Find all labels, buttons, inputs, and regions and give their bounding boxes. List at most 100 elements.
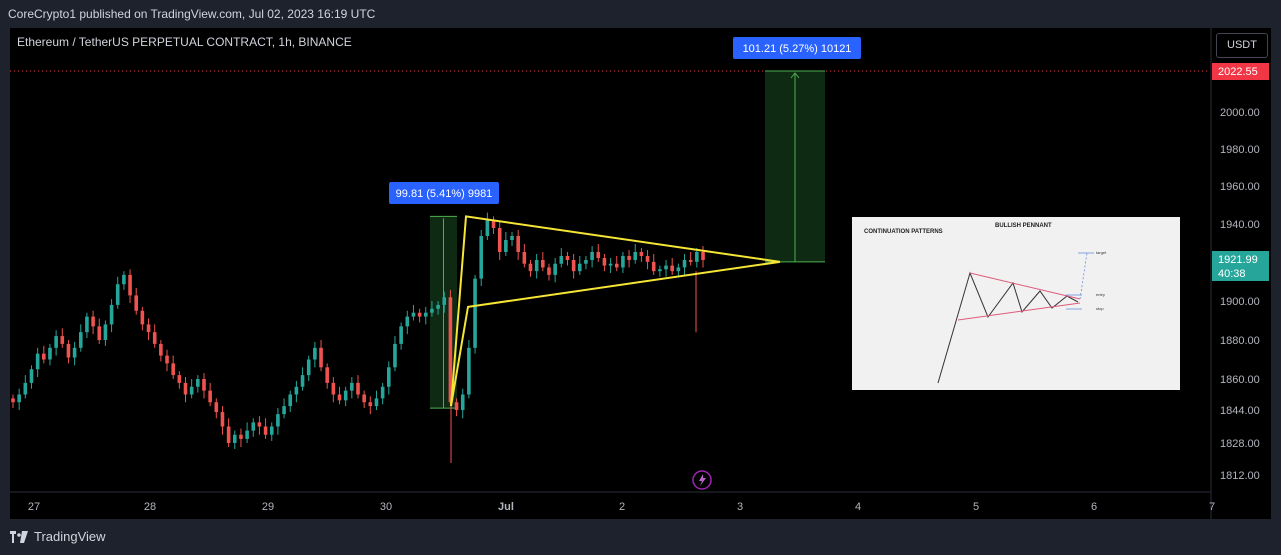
candle-body [313,347,317,360]
tradingview-logo[interactable]: TradingView [10,529,106,544]
candle-body [23,382,28,395]
candle-body [60,336,65,344]
candle-body [639,251,644,256]
candle-body [534,259,539,272]
measure-label-2: 101.21 (5.27%) 10121 [743,43,852,55]
candle-body [122,274,126,285]
y-tick-label: 1980.00 [1220,144,1260,156]
candle-body [602,257,607,266]
price-tag: 2022.55 [1218,66,1258,78]
candle-body [454,402,459,410]
candle-body [78,332,83,348]
y-tick-label: 1812.00 [1220,470,1260,482]
measure-label-1-bg [389,182,499,204]
candle-body [491,220,496,228]
candle-body [528,263,533,272]
candle-body [214,402,219,413]
candle-body [577,263,582,272]
y-tick-label: 1860.00 [1220,374,1260,386]
inset-label-stop: stop [1096,306,1104,311]
candle-body [282,406,286,415]
candle-body [522,251,527,264]
chart-canvas[interactable]: 2000.00 1980.00 1960.00 1940.00 1900.00 1880.… [10,28,1271,519]
inset-subtitle: BULLISH PENNANT [995,223,1052,229]
x-tick-label: Jul [498,501,514,513]
candle-body [103,324,108,340]
candle-body [651,261,656,272]
y-tick-label: 1960.00 [1220,181,1260,193]
candle-body [245,430,249,439]
y-tick-label: 1844.00 [1220,405,1260,417]
price-tag-bg [1212,63,1269,80]
candle-body [387,367,391,387]
candle-body [664,265,668,270]
candle-body [152,332,157,344]
candle-body [140,310,145,325]
candle-body [633,251,638,260]
candle-body [300,375,305,387]
candle-body [701,251,705,260]
publisher-text: CoreCrypto1 published on TradingView.com… [8,7,376,21]
candle-body [448,297,453,403]
candle-body [66,343,71,358]
inset-card [852,217,1180,390]
currency-button[interactable]: USDT [1216,33,1268,58]
candle-body [11,398,15,403]
live-price-tag-bg [1212,251,1269,281]
candle-body [460,394,465,410]
candle-body [85,316,89,333]
x-tick-label: 29 [262,501,274,513]
candle-body [393,343,397,368]
candle-body [319,347,323,368]
candle-body [571,259,576,272]
candle-body [35,353,40,370]
candle-body [251,422,256,431]
candle-body [177,375,182,383]
measure-label-1: 99.81 (5.41%) 9981 [396,188,493,200]
candle-body [658,269,662,272]
chart-pane[interactable]: 2000.00 1980.00 1960.00 1940.00 1900.00 1880.… [10,28,1271,519]
candle-body [146,324,151,333]
inset-lower-line [957,302,1081,321]
x-tick-label: 6 [1091,501,1097,513]
x-tick-label: 7 [1209,501,1215,513]
candle-body [331,382,336,395]
candle-body [306,359,311,376]
inset-upper-line [969,272,1081,300]
candle-body [553,263,557,275]
candle-body [559,255,564,264]
candle-body [688,259,693,262]
candle-body [485,220,490,236]
y-tick-label: 1828.00 [1220,438,1260,450]
candle-body [257,422,262,427]
candle-body [473,278,477,348]
candle-body [208,390,212,403]
lightning-marker [692,470,712,490]
candle-body [325,367,329,383]
live-price-countdown: 40:38 [1218,268,1246,280]
candle-body [343,390,348,401]
y-tick-label: 1940.00 [1220,219,1260,231]
candle-body [590,251,594,260]
candle-body [48,347,52,360]
candle-body [436,304,440,309]
candle-body [479,235,484,279]
candle-body [128,274,132,296]
candle-body [362,394,366,403]
x-tick-label: 30 [380,501,392,513]
candle-body [380,386,385,399]
candle-body [97,326,102,340]
candle-body [294,386,299,395]
candle-body [467,347,471,395]
x-tick-label: 4 [855,501,861,513]
candle-body [547,267,551,275]
candle-body [584,259,588,264]
candle-body [17,394,21,403]
candle-body [337,394,342,401]
candle-body [442,297,447,305]
candle-body [621,255,625,268]
candle-body [269,426,274,435]
y-tick-label: 2000.00 [1220,107,1260,119]
candle-body [627,255,631,260]
candle-body [189,386,194,395]
